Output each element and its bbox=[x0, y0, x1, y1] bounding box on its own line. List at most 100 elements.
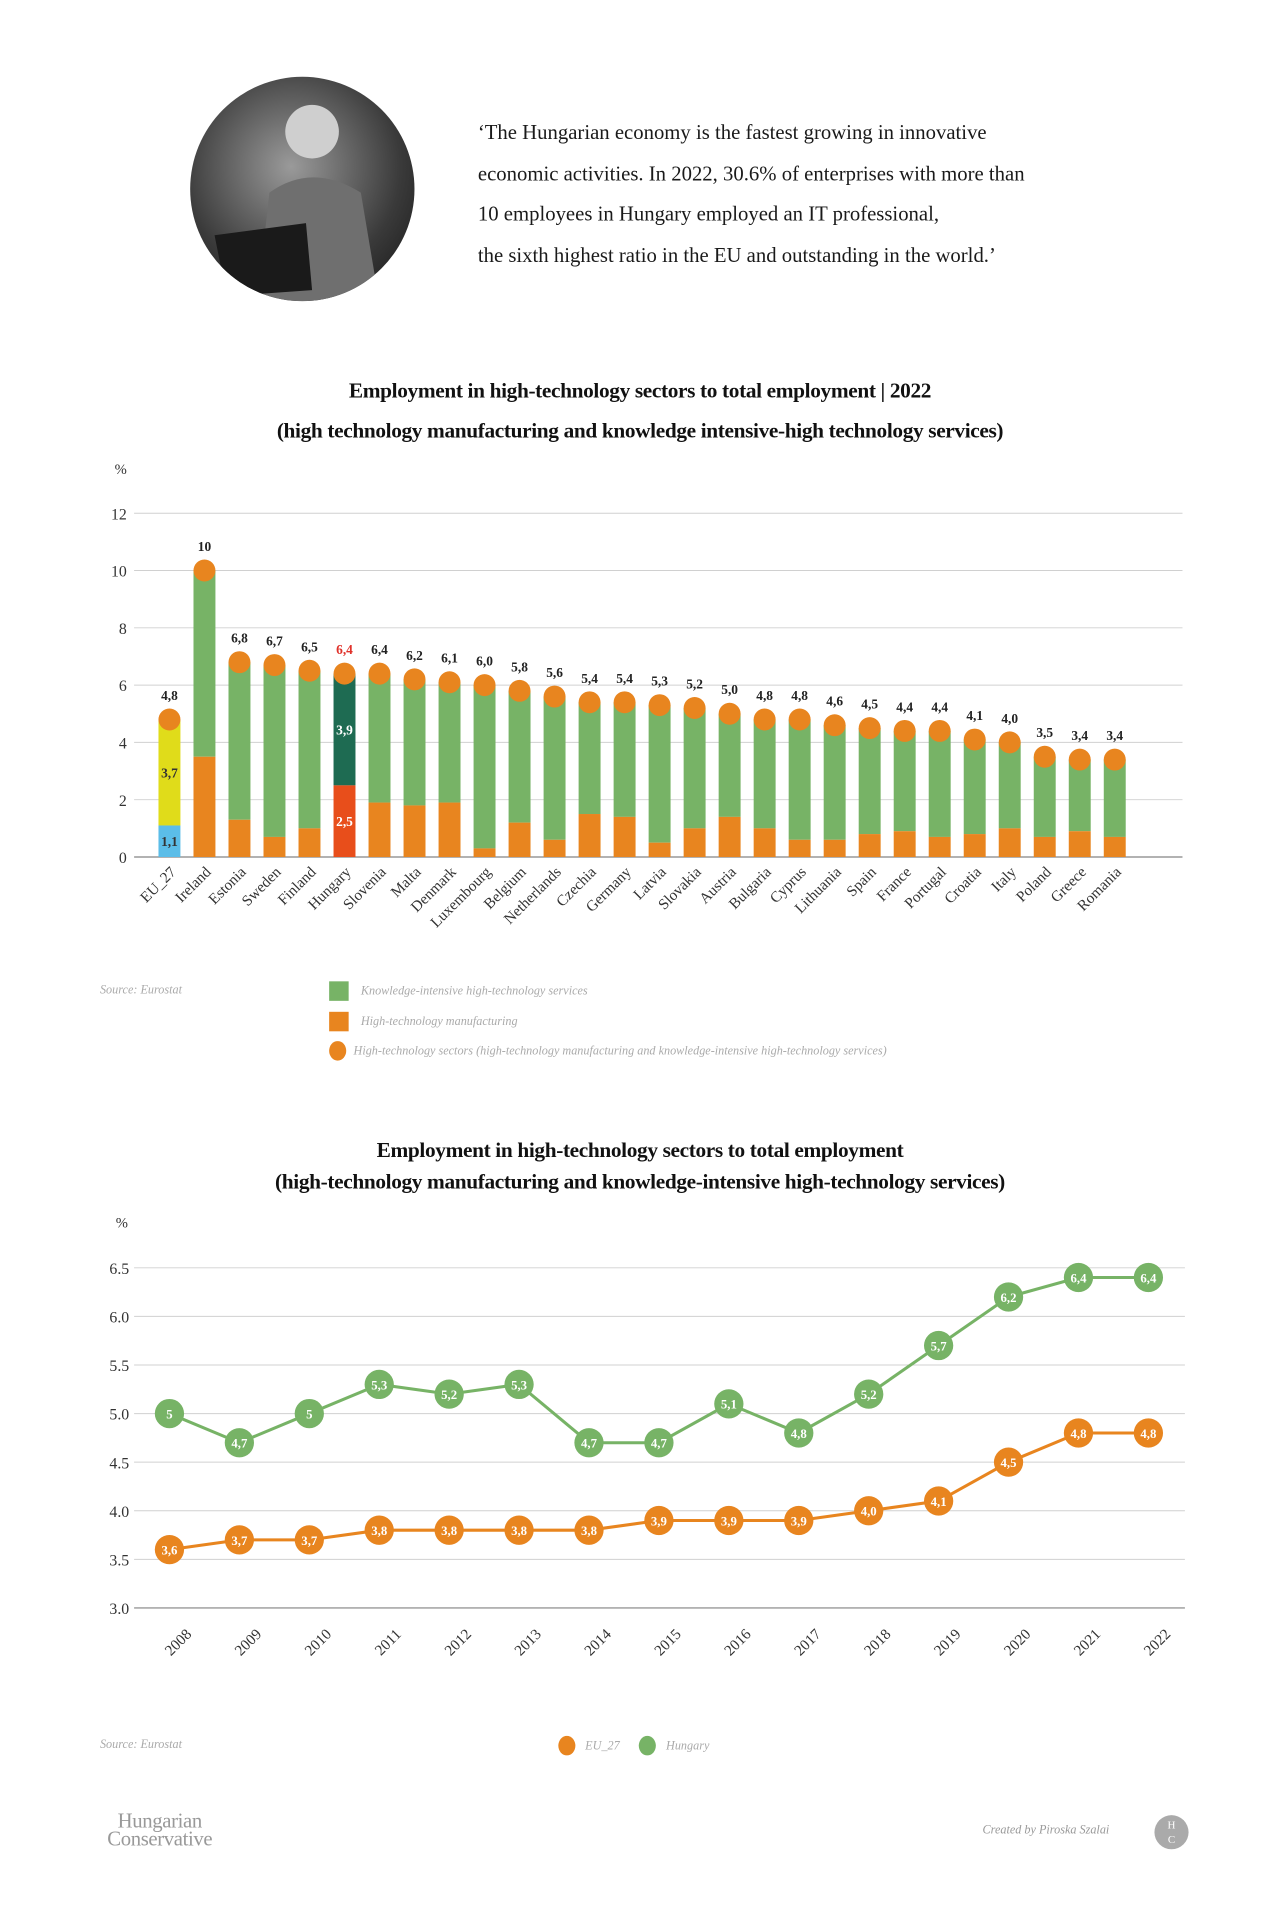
bar-services-estonia bbox=[228, 662, 251, 820]
line-point-eu-27 bbox=[434, 1515, 464, 1545]
quote-line: ‘The Hungarian economy is the fastest gr… bbox=[477, 120, 987, 144]
bar-total-dot-hungary bbox=[333, 662, 356, 685]
bar-manufacturing-france bbox=[893, 831, 916, 857]
badge-letter: C bbox=[1167, 1833, 1176, 1846]
bar-manufacturing-austria bbox=[718, 816, 741, 857]
bar-services-france bbox=[893, 730, 916, 832]
bar-total-dot-croatia bbox=[963, 728, 986, 751]
bar-services-italy bbox=[998, 742, 1021, 829]
bar-category-label: EU_27 bbox=[137, 863, 180, 906]
line-x-tick-label: 2021 bbox=[1071, 1626, 1105, 1660]
legend-label: Knowledge-intensive high-technology serv… bbox=[360, 984, 588, 998]
bar-total-label: 6,0 bbox=[476, 654, 493, 669]
line-chart-subtitle: (high-technology manufacturing and knowl… bbox=[275, 1169, 1005, 1194]
line-point-eu-27 bbox=[644, 1505, 674, 1536]
bar-manufacturing-latvia bbox=[648, 842, 671, 857]
legend-item-manufacturing: High-technology manufacturing bbox=[329, 1011, 518, 1032]
line-x-tick-label: 2013 bbox=[511, 1625, 545, 1659]
bar-total-label: 6,4 bbox=[336, 642, 353, 657]
line-point-label: 4,8 bbox=[791, 1427, 807, 1441]
bar-chart-subtitle: (high technology manufacturing and knowl… bbox=[276, 418, 1004, 443]
line-x-tick-label: 2012 bbox=[441, 1626, 475, 1660]
bar-total-label: 6,2 bbox=[406, 648, 423, 663]
line-point-label: 4,1 bbox=[931, 1495, 947, 1509]
legend-swatch-green bbox=[329, 981, 349, 1001]
line-point-eu-27 bbox=[224, 1525, 255, 1555]
legend-dot-orange bbox=[329, 1041, 347, 1061]
bar-services-eu_27 bbox=[158, 719, 181, 826]
bar-manufacturing-luxembourg bbox=[473, 848, 496, 857]
legend-label-hungary: Hungary bbox=[666, 1738, 710, 1753]
bar-manufacturing-czechia bbox=[578, 814, 601, 857]
bar-manufacturing-spain bbox=[858, 834, 881, 857]
line-point-hungary bbox=[224, 1428, 255, 1458]
bar-services-austria bbox=[718, 713, 741, 817]
line-point-eu-27 bbox=[1063, 1418, 1094, 1448]
logo-line: Conservative bbox=[107, 1827, 213, 1851]
bar-total-label: 4,8 bbox=[161, 688, 178, 703]
bar-services-belgium bbox=[508, 690, 531, 823]
bar-y-tick-label: 2 bbox=[119, 793, 127, 810]
legend-item-services: Knowledge-intensive high-technology serv… bbox=[329, 981, 588, 1001]
line-point-label: 4,7 bbox=[651, 1437, 668, 1451]
bar-chart-source: Source: Eurostat bbox=[99, 983, 183, 998]
bar-services-cyprus bbox=[788, 719, 811, 840]
line-point-hungary bbox=[1063, 1262, 1094, 1293]
bar-manufacturing-slovenia bbox=[368, 802, 391, 857]
line-point-label: 5,3 bbox=[371, 1378, 387, 1392]
line-point-hungary bbox=[923, 1330, 954, 1361]
bar-manufacturing-bulgaria bbox=[753, 828, 776, 857]
legend-dot-hungary bbox=[639, 1735, 657, 1756]
bar-total-dot-cyprus bbox=[788, 708, 811, 731]
bar-services-ireland bbox=[193, 570, 216, 757]
bar-total-dot-slovenia bbox=[368, 662, 391, 685]
line-point-label: 4,7 bbox=[231, 1437, 248, 1451]
bar-y-tick-label: 12 bbox=[111, 506, 127, 523]
line-x-tick-label: 2016 bbox=[721, 1625, 755, 1659]
legend-item-total: High-technology sectors (high-technology… bbox=[329, 1041, 887, 1061]
bar-total-dot-portugal bbox=[928, 719, 951, 742]
line-point-hungary bbox=[784, 1418, 814, 1448]
line-x-tick-label: 2018 bbox=[861, 1625, 895, 1659]
line-point-label: 3,8 bbox=[441, 1524, 457, 1538]
person-illustration-icon bbox=[214, 104, 380, 302]
bar-total-label: 3,5 bbox=[1036, 725, 1053, 740]
line-point-label: 3,8 bbox=[581, 1524, 597, 1538]
bar-services-portugal bbox=[928, 730, 951, 837]
bar-total-label: 5,4 bbox=[616, 671, 633, 686]
bar-total-label: 10 bbox=[198, 539, 212, 554]
bar-services-czechia bbox=[578, 702, 601, 815]
line-point-label: 5,3 bbox=[511, 1378, 527, 1392]
bar-total-dot-sweden bbox=[263, 654, 286, 677]
bar-manufacturing-eu_27 bbox=[158, 825, 181, 857]
bar-total-label: 5,8 bbox=[511, 659, 528, 674]
line-x-tick-label: 2019 bbox=[931, 1626, 965, 1660]
line-point-label: 4,7 bbox=[581, 1437, 598, 1451]
bar-total-label: 5,2 bbox=[686, 677, 703, 692]
bar-total-label: 4,8 bbox=[791, 688, 808, 703]
badge-letter: H bbox=[1167, 1818, 1176, 1832]
bar-total-dot-bulgaria bbox=[753, 708, 776, 731]
line-point-hungary bbox=[993, 1282, 1024, 1312]
line-point-eu-27 bbox=[504, 1515, 534, 1545]
bar-category-label: Croatia bbox=[941, 863, 985, 907]
line-y-tick-label: 5.5 bbox=[109, 1358, 129, 1375]
line-point-eu-27 bbox=[364, 1515, 394, 1545]
line-y-tick-label: 6.5 bbox=[109, 1261, 129, 1278]
line-y-tick-label: 4.0 bbox=[109, 1504, 129, 1521]
bar-services-hungary bbox=[333, 673, 356, 786]
bar-total-label: 3,4 bbox=[1106, 728, 1123, 743]
bar-total-dot-slovakia bbox=[683, 697, 706, 719]
line-point-label: 4,0 bbox=[861, 1505, 877, 1519]
line-point-eu-27 bbox=[1133, 1418, 1164, 1448]
bar-manufacturing-finland bbox=[298, 828, 321, 857]
line-x-tick-label: 2009 bbox=[232, 1626, 266, 1660]
bar-total-label: 6,1 bbox=[441, 651, 458, 666]
bar-y-tick-label: 10 bbox=[111, 564, 127, 581]
bar-manufacturing-romania bbox=[1103, 836, 1126, 857]
line-point-hungary bbox=[154, 1398, 185, 1429]
credit-text: Created by Piroska Szalai bbox=[982, 1823, 1110, 1838]
bar-services-germany bbox=[613, 702, 636, 817]
legend-swatch-orange bbox=[329, 1011, 349, 1032]
